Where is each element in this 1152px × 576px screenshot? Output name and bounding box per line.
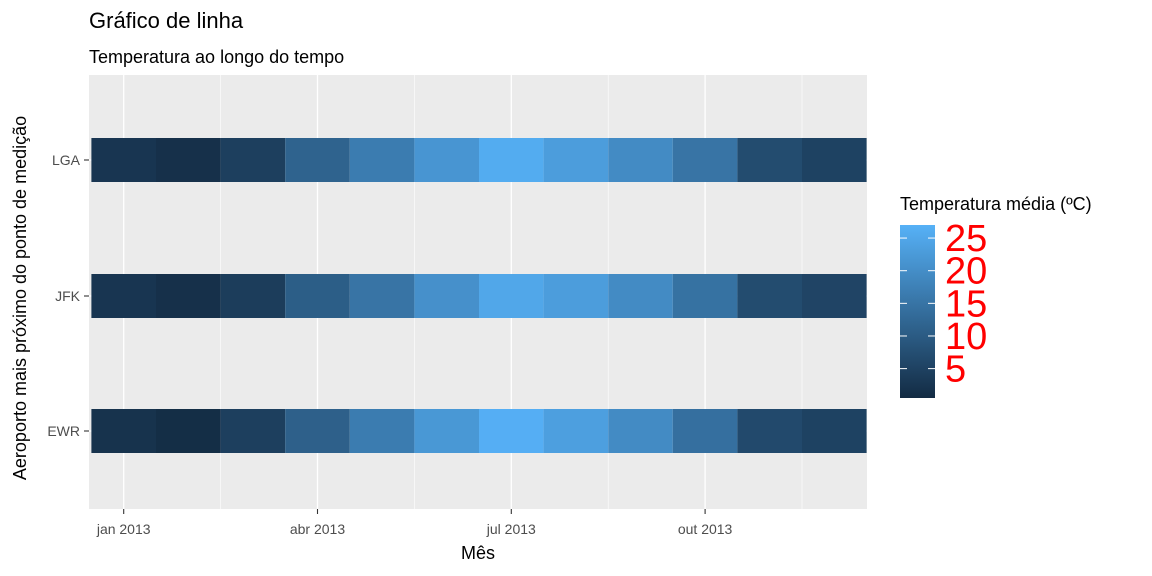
legend-label: 15: [945, 283, 987, 325]
heatmap-tile: [220, 274, 286, 318]
heatmap-tile: [737, 138, 802, 182]
heatmap-tile: [543, 274, 609, 318]
heatmap-tile: [414, 409, 479, 453]
heatmap-tile: [479, 138, 544, 182]
heatmap-tiles: [91, 138, 867, 453]
heatmap-tile: [737, 409, 802, 453]
legend-label: 20: [945, 251, 987, 293]
heatmap-tile: [91, 409, 156, 453]
x-tick-label: jan 2013: [96, 521, 151, 537]
heatmap-tile: [608, 138, 673, 182]
heatmap-tile: [91, 138, 156, 182]
heatmap-tile: [91, 274, 156, 318]
heatmap-tile: [802, 274, 867, 318]
heatmap-tile: [414, 138, 479, 182]
heatmap-tile: [156, 138, 221, 182]
heatmap-tile: [156, 409, 221, 453]
heatmap-tile: [285, 138, 350, 182]
legend-label: 25: [945, 218, 987, 260]
heatmap-tile: [349, 409, 415, 453]
y-tick-label: JFK: [55, 288, 81, 304]
heatmap-tile: [672, 138, 738, 182]
y-axis: LGA JFK EWR: [47, 152, 89, 439]
x-axis-title: Mês: [461, 543, 495, 563]
heatmap-tile: [737, 274, 802, 318]
heatmap-tile: [414, 274, 479, 318]
x-tick-label: out 2013: [678, 521, 733, 537]
heatmap-tile: [802, 409, 867, 453]
x-tick-label: abr 2013: [290, 521, 345, 537]
heatmap-tile: [220, 409, 286, 453]
heatmap-tile: [285, 409, 350, 453]
heatmap-tile: [543, 409, 609, 453]
heatmap-tile: [479, 409, 544, 453]
heatmap-tile: [220, 138, 286, 182]
x-axis: jan 2013 abr 2013 jul 2013 out 2013: [96, 509, 733, 537]
legend-title: Temperatura média (ºC): [900, 194, 1092, 214]
heatmap-tile: [349, 138, 415, 182]
heatmap-tile: [608, 274, 673, 318]
y-tick-label: LGA: [52, 152, 81, 168]
legend-colorbar: [900, 225, 935, 398]
heatmap-tile: [672, 409, 738, 453]
legend-label: 5: [945, 349, 966, 391]
heatmap-tile: [349, 274, 415, 318]
x-tick-label: jul 2013: [486, 521, 536, 537]
chart-subtitle: Temperatura ao longo do tempo: [89, 47, 344, 67]
chart-title: Gráfico de linha: [89, 8, 244, 33]
heatmap-tile: [672, 274, 738, 318]
heatmap-tile: [543, 138, 609, 182]
legend-label: 10: [945, 316, 987, 358]
y-tick-label: EWR: [47, 423, 80, 439]
heatmap-tile: [479, 274, 544, 318]
heatmap-tile: [802, 138, 867, 182]
y-axis-title: Aeroporto mais próximo do ponto de mediç…: [10, 116, 30, 480]
heatmap-tile: [608, 409, 673, 453]
heatmap-tile: [285, 274, 350, 318]
heatmap-tile: [156, 274, 221, 318]
